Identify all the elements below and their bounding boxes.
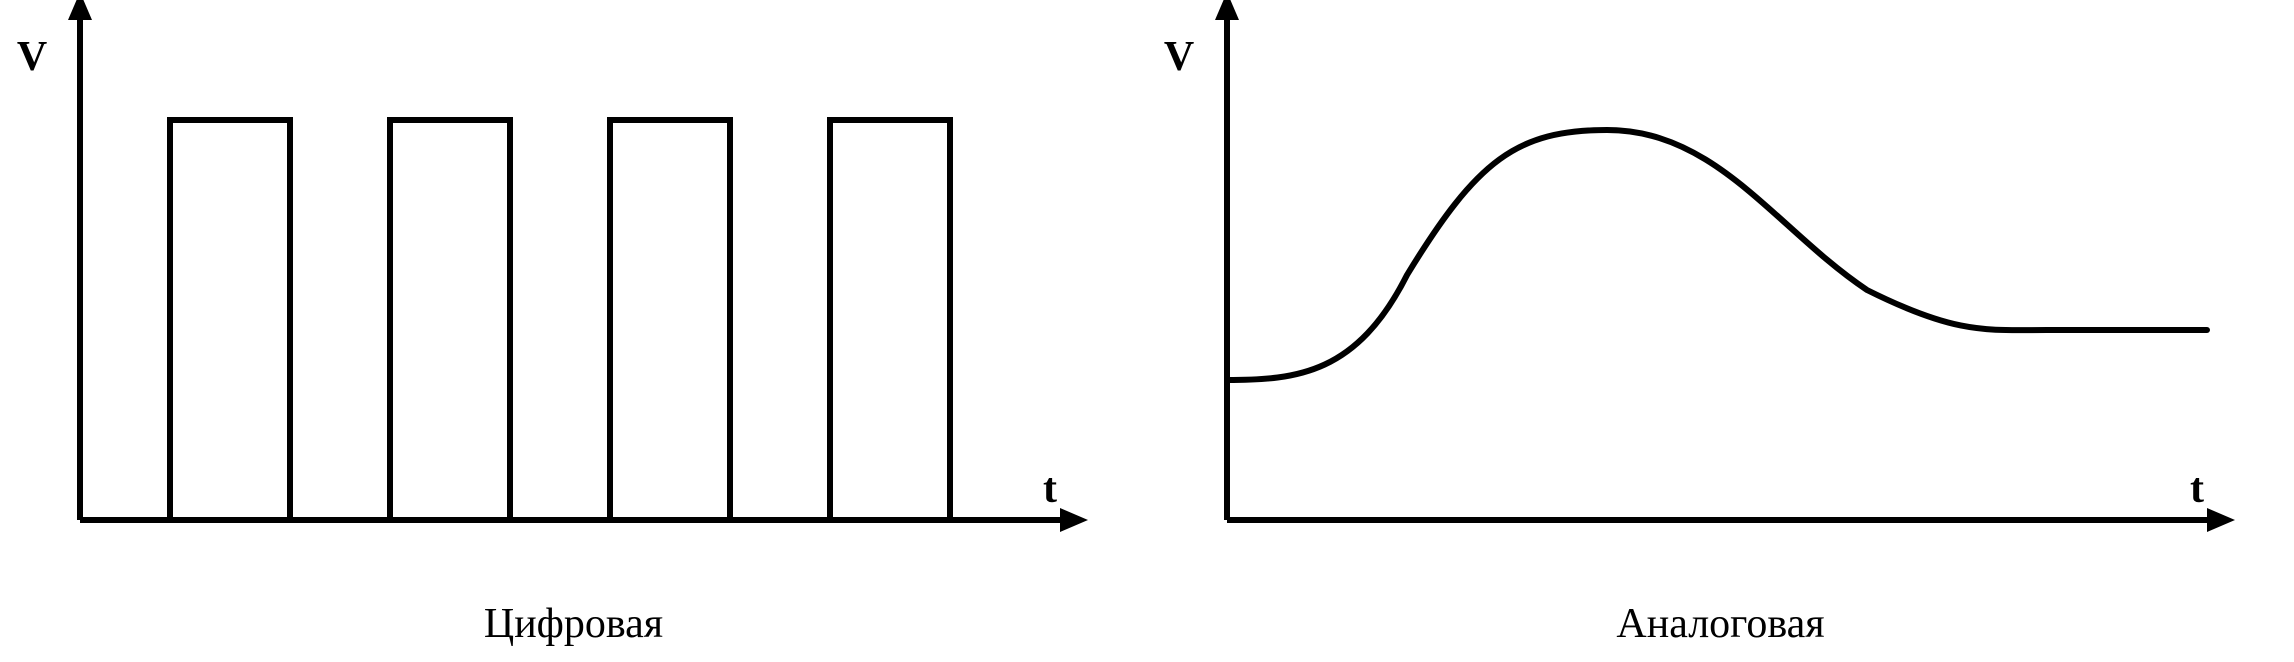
digital-caption: Цифровая [0,600,1147,648]
analog-signal-plot: Vt [1147,0,2294,580]
analog-x-label: t [2190,466,2204,512]
digital-signal-panel: Vt Цифровая [0,0,1147,662]
digital-waveform [80,120,950,520]
analog-y-label: V [1164,34,1194,80]
analog-waveform [1227,130,2207,380]
digital-x-label: t [1043,466,1057,512]
digital-y-label: V [17,34,47,80]
digital-y-arrowhead-icon [68,0,92,20]
analog-x-arrowhead-icon [2207,508,2235,532]
analog-signal-panel: Vt Аналоговая [1147,0,2294,662]
analog-caption: Аналоговая [1147,600,2294,648]
digital-signal-plot: Vt [0,0,1147,580]
digital-x-arrowhead-icon [1060,508,1088,532]
analog-y-arrowhead-icon [1215,0,1239,20]
